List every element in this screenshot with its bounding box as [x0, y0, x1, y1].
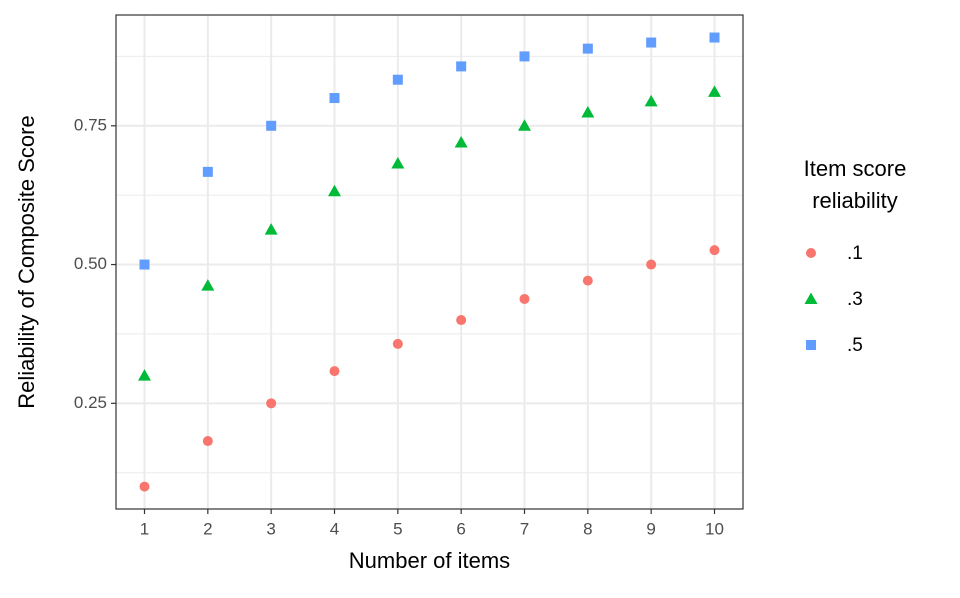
y-tick-label: 0.25 — [74, 393, 107, 412]
point — [139, 259, 150, 270]
point — [329, 366, 340, 377]
x-tick-label: 3 — [266, 519, 275, 538]
point — [266, 120, 277, 131]
point — [391, 157, 405, 169]
point — [709, 245, 720, 256]
point — [454, 135, 468, 148]
x-tick-label: 8 — [583, 519, 592, 538]
legend-label: .1 — [847, 243, 863, 264]
point — [138, 369, 151, 381]
point — [709, 32, 720, 43]
point — [646, 259, 657, 270]
legend-key — [806, 340, 816, 350]
point — [519, 293, 530, 304]
point — [708, 85, 721, 97]
point — [266, 398, 277, 409]
point — [581, 105, 595, 118]
legend-key — [806, 248, 816, 258]
point — [328, 184, 341, 197]
point — [202, 436, 213, 447]
point — [646, 37, 657, 48]
y-tick-label: 0.75 — [74, 115, 107, 134]
x-tick-label: 6 — [456, 519, 465, 538]
y-tick-label: 0.50 — [74, 254, 107, 273]
y-axis-title: Reliability of Composite Score — [14, 115, 39, 408]
legend-key — [804, 292, 818, 304]
x-tick-label: 10 — [705, 519, 724, 538]
point — [201, 279, 215, 291]
legend-label: .3 — [847, 289, 863, 310]
x-tick-label: 7 — [520, 519, 529, 538]
point — [519, 51, 530, 62]
point — [392, 338, 403, 349]
point — [582, 275, 593, 286]
point — [456, 61, 467, 72]
point — [518, 119, 531, 131]
point — [264, 223, 278, 235]
legend-label: .5 — [847, 335, 863, 356]
legend-title: Item score — [804, 156, 907, 181]
x-tick-label: 5 — [393, 519, 402, 538]
x-tick-label: 1 — [140, 519, 149, 538]
point — [582, 43, 593, 54]
point — [644, 94, 658, 107]
point — [329, 93, 340, 104]
plot-border — [115, 14, 744, 510]
point — [456, 315, 467, 326]
x-tick-label: 4 — [330, 519, 339, 538]
x-tick-label: 2 — [203, 519, 212, 538]
point — [139, 481, 150, 492]
legend-title: reliability — [812, 188, 898, 213]
point — [202, 166, 213, 177]
x-axis-title: Number of items — [349, 548, 510, 573]
x-tick-label: 9 — [646, 519, 655, 538]
point — [392, 74, 403, 85]
